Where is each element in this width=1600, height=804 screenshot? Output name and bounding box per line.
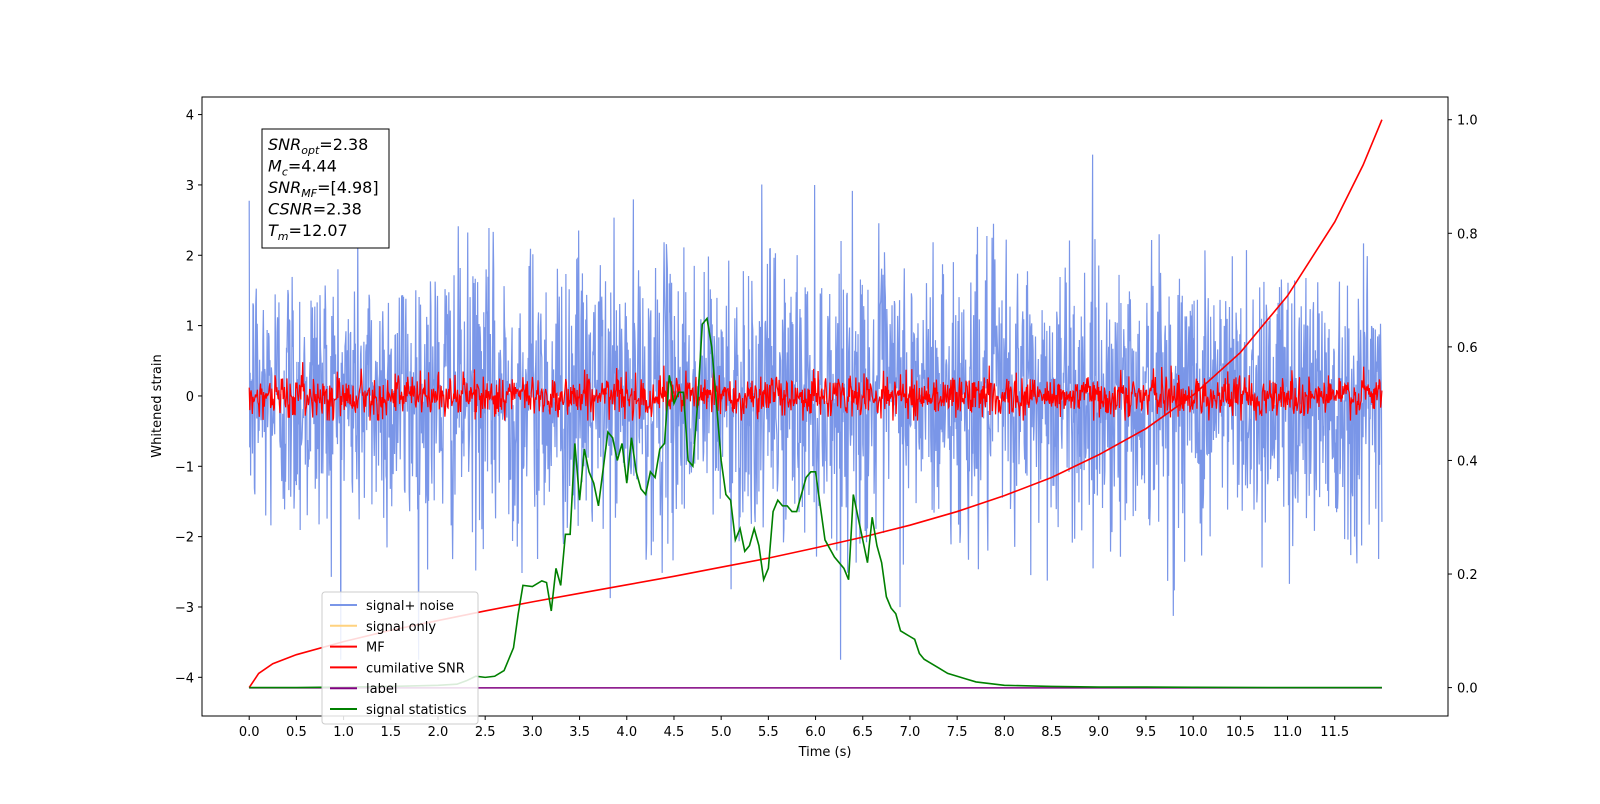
y-tick-label: −3: [175, 601, 194, 616]
legend-label-signal-noise: signal+ noise: [366, 599, 454, 614]
x-tick-label: 10.5: [1226, 725, 1255, 740]
x-axis-label: Time (s): [798, 745, 852, 760]
y2-tick-label: 0.8: [1457, 227, 1478, 242]
y-tick-label: −4: [175, 671, 194, 686]
x-tick-label: 5.0: [711, 725, 732, 740]
x-tick-label: 10.0: [1179, 725, 1208, 740]
x-tick-label: 11.0: [1273, 725, 1302, 740]
y2-tick-label: 0.2: [1457, 568, 1478, 583]
info-line: SNRMF=[4.98]: [268, 178, 379, 200]
mf-line: [248, 362, 1383, 421]
x-tick-label: 9.0: [1088, 725, 1109, 740]
y-tick-label: −1: [175, 460, 194, 475]
x-tick-label: 8.0: [994, 725, 1015, 740]
x-tick-label: 11.5: [1320, 725, 1349, 740]
legend: signal+ noise signal only MF cumilative SNR…: [321, 591, 479, 725]
y2-tick-label: 0.4: [1457, 454, 1478, 469]
x-tick-label: 7.5: [947, 725, 968, 740]
info-line: Mc=4.44: [268, 157, 337, 179]
x-tick-label: 3.0: [522, 725, 543, 740]
x-tick-label: 2.5: [475, 725, 496, 740]
x-tick-label: 2.0: [428, 725, 449, 740]
legend-label-signal-statistics: signal statistics: [366, 703, 467, 718]
legend-label-mf: MF: [366, 641, 385, 656]
y2-tick-label: 1.0: [1457, 114, 1478, 129]
signal-statistics-line: [249, 316, 1382, 689]
legend-frame: [321, 591, 479, 725]
y-tick-label: 1: [186, 320, 194, 335]
legend-label-cumilative-snr: cumilative SNR: [366, 661, 465, 676]
x-tick-label: 1.0: [333, 725, 354, 740]
x-tick-label: 0.0: [239, 725, 260, 740]
y2-tick-label: 0.6: [1457, 341, 1478, 356]
legend-label-label: label: [366, 682, 397, 697]
y-tick-label: −2: [175, 531, 194, 546]
x-tick-label: 1.5: [380, 725, 401, 740]
x-tick-label: 4.5: [664, 725, 685, 740]
plot-frame: [201, 96, 1449, 717]
y2-axis: 1.0 0.8 0.6 0.4 0.2 0.0: [1448, 114, 1478, 697]
info-line: SNRopt=2.38: [268, 135, 368, 157]
x-tick-label: 9.5: [1136, 725, 1157, 740]
info-line: CSNR=2.38: [268, 200, 362, 219]
y2-tick-label: 0.0: [1457, 682, 1478, 697]
x-tick-label: 0.5: [286, 725, 307, 740]
y-tick-label: 3: [186, 179, 194, 194]
x-tick-label: 4.0: [616, 725, 637, 740]
y-axis-label: Whitened strain: [150, 354, 165, 457]
info-box-frame: [261, 128, 390, 249]
legend-label-signal-only: signal only: [366, 620, 436, 635]
x-tick-label: 5.5: [758, 725, 779, 740]
y-tick-label: 4: [186, 109, 194, 124]
y-axis: 4 3 2 1 0 −1 −2 −3 −4: [175, 109, 202, 686]
x-tick-label: 7.0: [900, 725, 921, 740]
x-axis: 0.0 0.5 1.0 1.5 2.0 2.5 3.0 3.5 4.0 4.5 5.0 5.5 6.0 6…: [239, 716, 1349, 740]
info-line: Tm=12.07: [268, 221, 348, 243]
x-tick-label: 6.0: [805, 725, 826, 740]
x-tick-label: 8.5: [1041, 725, 1062, 740]
x-tick-label: 3.5: [569, 725, 590, 740]
x-tick-label: 6.5: [852, 725, 873, 740]
y-tick-label: 2: [186, 249, 194, 264]
y-tick-label: 0: [186, 390, 194, 405]
